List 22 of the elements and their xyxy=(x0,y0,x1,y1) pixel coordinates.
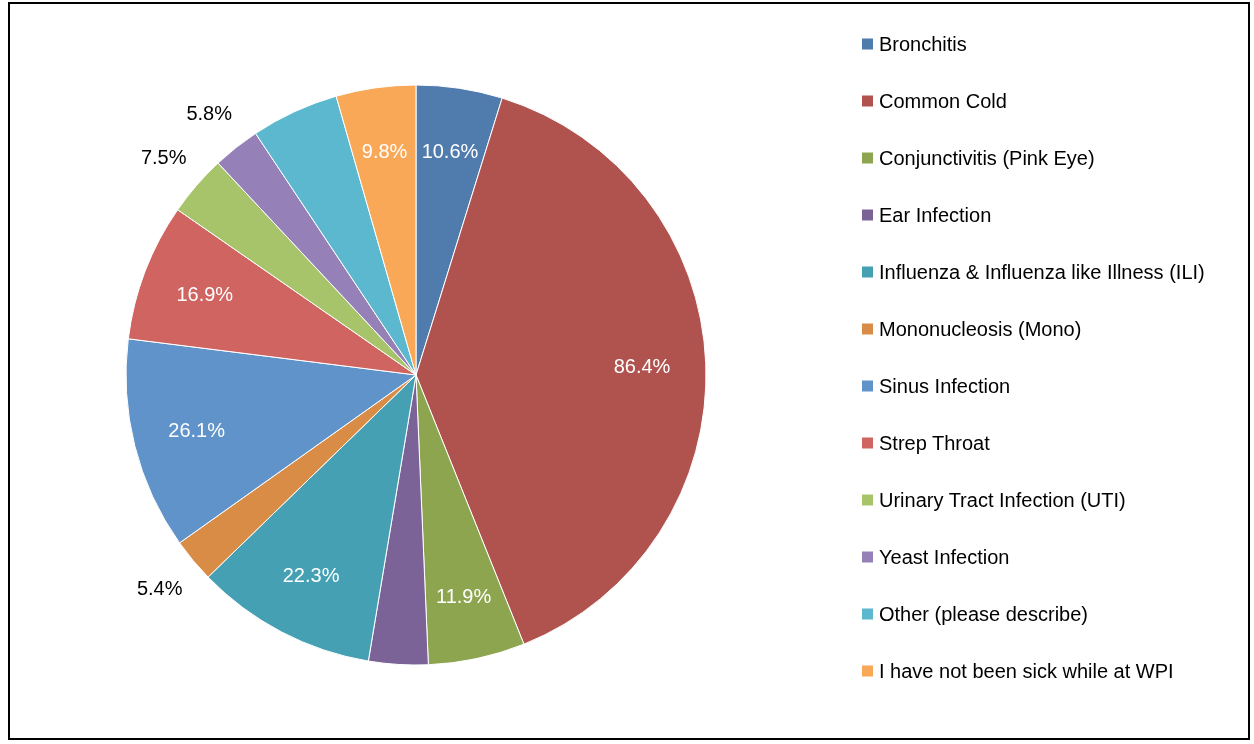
legend-label: Mononucleosis (Mono) xyxy=(879,318,1082,340)
legend-label: Ear Infection xyxy=(879,204,992,226)
legend-label: Strep Throat xyxy=(879,432,991,454)
data-label: 11.9% xyxy=(435,585,492,608)
legend-label: Yeast Infection xyxy=(879,546,1010,568)
data-label: 5.4% xyxy=(136,577,183,600)
data-label: 26.1% xyxy=(168,419,226,442)
data-label: 9.8% xyxy=(361,140,408,162)
data-label: 16.9% xyxy=(176,283,234,306)
legend-label: Conjunctivitis (Pink Eye) xyxy=(879,147,1095,169)
legend-label: I have not been sick while at WPI xyxy=(879,660,1174,682)
data-label: 7.5% xyxy=(140,145,187,168)
legend-label: Other (please describe) xyxy=(879,603,1088,625)
legend-label: Bronchitis xyxy=(879,33,967,55)
legend-label: Urinary Tract Infection (UTI) xyxy=(879,489,1126,511)
legend-label: Sinus Infection xyxy=(879,375,1011,397)
data-label: 22.3% xyxy=(282,564,340,587)
data-label: 5.8% xyxy=(186,102,233,125)
data-label: 10.6% xyxy=(421,140,479,163)
legend-label: Influenza & Influenza like Illness (ILI) xyxy=(879,261,1205,283)
data-label: 86.4% xyxy=(613,354,671,377)
legend-label: Common Cold xyxy=(879,90,1007,112)
